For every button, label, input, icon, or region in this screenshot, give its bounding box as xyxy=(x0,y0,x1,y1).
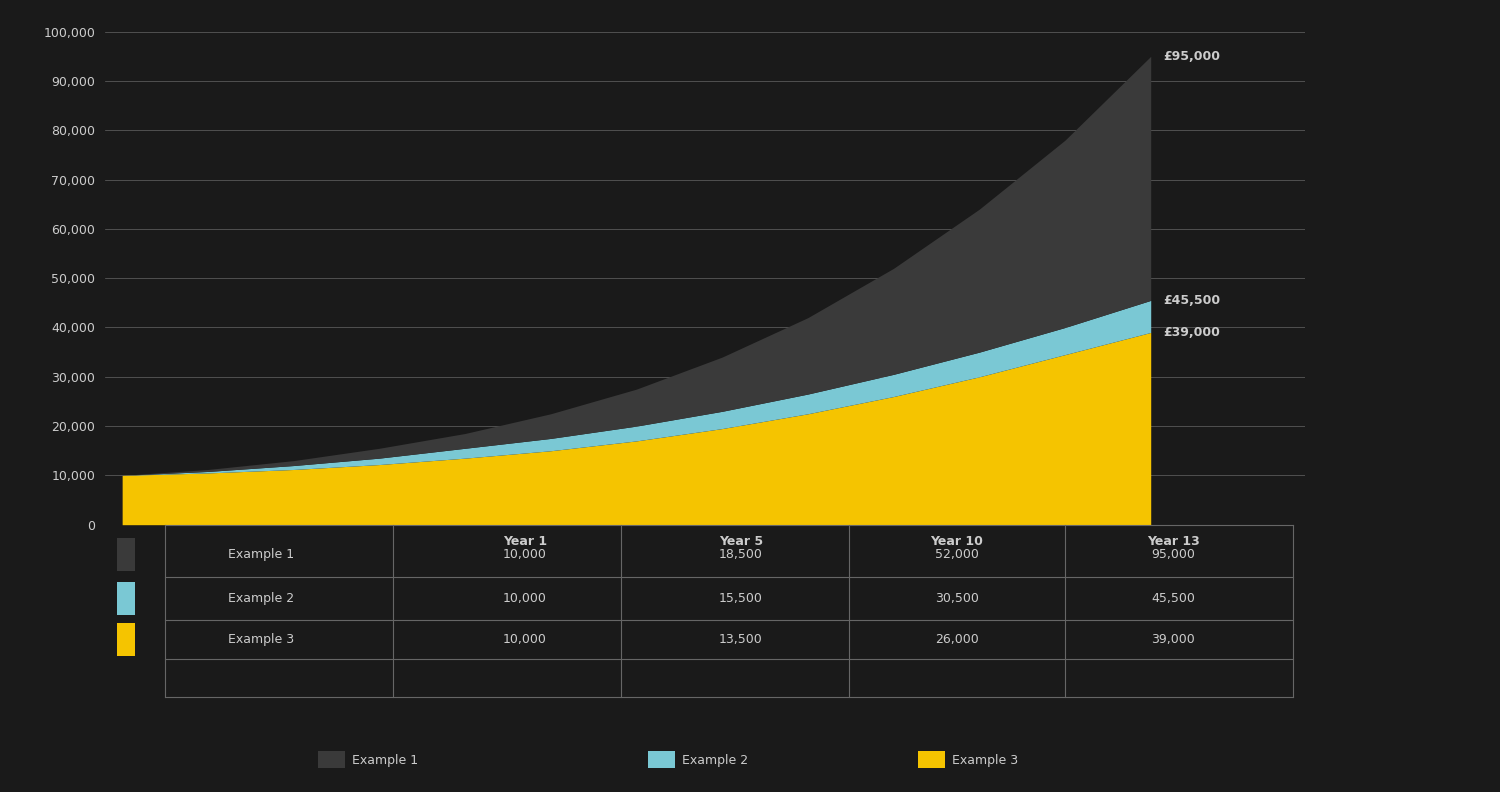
Text: Example 2: Example 2 xyxy=(682,754,748,767)
Text: 10,000: 10,000 xyxy=(503,592,548,605)
Text: Year 1: Year 1 xyxy=(503,535,548,547)
Text: Year 13: Year 13 xyxy=(1146,535,1200,547)
FancyBboxPatch shape xyxy=(117,623,135,656)
Text: £95,000: £95,000 xyxy=(1164,50,1221,63)
Text: Example 2: Example 2 xyxy=(228,592,294,605)
Text: 45,500: 45,500 xyxy=(1150,592,1196,605)
Text: 10,000: 10,000 xyxy=(503,634,548,646)
Text: 95,000: 95,000 xyxy=(1150,548,1196,561)
Text: 10,000: 10,000 xyxy=(503,548,548,561)
Text: 52,000: 52,000 xyxy=(934,548,980,561)
FancyBboxPatch shape xyxy=(117,582,135,615)
Text: £45,500: £45,500 xyxy=(1164,294,1221,307)
Text: 26,000: 26,000 xyxy=(934,634,980,646)
Text: 15,500: 15,500 xyxy=(718,592,764,605)
Text: 30,500: 30,500 xyxy=(934,592,980,605)
Text: £39,000: £39,000 xyxy=(1164,326,1221,339)
Text: 13,500: 13,500 xyxy=(718,634,764,646)
Text: 39,000: 39,000 xyxy=(1150,634,1196,646)
Text: Example 1: Example 1 xyxy=(228,548,294,561)
Text: 18,500: 18,500 xyxy=(718,548,764,561)
Text: Year 10: Year 10 xyxy=(930,535,984,547)
FancyBboxPatch shape xyxy=(117,538,135,571)
Text: Example 3: Example 3 xyxy=(952,754,1018,767)
Text: Year 5: Year 5 xyxy=(718,535,764,547)
Text: Example 1: Example 1 xyxy=(352,754,419,767)
Text: Example 3: Example 3 xyxy=(228,634,294,646)
